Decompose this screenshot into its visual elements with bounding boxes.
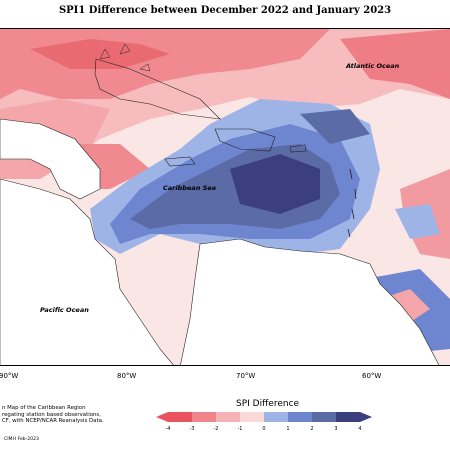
- color-legend: -4 -3 -2 -1 0 1 2 3 4: [154, 410, 394, 440]
- legend-colorbar: -4 -3 -2 -1 0 1 2 3 4: [156, 412, 372, 432]
- legend-arrow-left: [156, 412, 168, 422]
- lon-label-70w: 70°W: [236, 372, 256, 380]
- footnote-line-3: CF, with NCEP/NCAR Reanalysis Data.: [2, 418, 104, 424]
- legend-tick-label: 2: [310, 426, 313, 432]
- legend-tick-label: -2: [214, 426, 219, 432]
- wet-patch-east: [395, 204, 440, 239]
- legend-tick-label: 4: [358, 426, 361, 432]
- dry-core-2: [340, 29, 450, 99]
- spi-map-svg: [0, 29, 450, 365]
- legend-arrow-right: [360, 412, 372, 422]
- map-footnote: n Map of the Caribbean Region regating s…: [2, 405, 104, 425]
- caribbean-sea-label: Caribbean Sea: [163, 184, 217, 192]
- legend-tick-label: 0: [262, 426, 265, 432]
- atlantic-ocean-label: Atlantic Ocean: [346, 62, 400, 70]
- jamaica-outline: [164, 156, 196, 167]
- central-america-land: [0, 178, 174, 365]
- legend-title: SPI Difference: [236, 399, 300, 409]
- lon-label-90w: 90°W: [0, 372, 19, 380]
- hispaniola-outline: [214, 128, 276, 152]
- legend-swatch: [336, 412, 360, 422]
- south-america-land: [180, 238, 440, 365]
- lon-label-80w: 80°W: [117, 372, 137, 380]
- legend-tick-label: 1: [286, 426, 289, 432]
- legend-swatch: [240, 412, 264, 422]
- bahamas-outline: [99, 43, 151, 72]
- legend-tick-label: -4: [166, 426, 171, 432]
- legend-swatch: [264, 412, 288, 422]
- credit-text: CIMH Feb-2023: [4, 437, 39, 442]
- legend-swatch: [192, 412, 216, 422]
- legend-swatch: [288, 412, 312, 422]
- lon-label-60w: 60°W: [362, 372, 382, 380]
- legend-swatch: [216, 412, 240, 422]
- wet-core: [230, 154, 320, 214]
- cuba-outline: [94, 58, 221, 120]
- legend-swatch: [312, 412, 336, 422]
- map-panel[interactable]: [0, 28, 450, 366]
- dry-core-1: [30, 39, 170, 69]
- map-title: SPI1 Difference between December 2022 an…: [58, 5, 392, 16]
- footnote-line-2: regating station based observations,: [2, 411, 101, 418]
- pacific-ocean-label: Pacific Ocean: [40, 306, 89, 314]
- legend-tick-label: 3: [334, 426, 337, 432]
- legend-tick-label: -3: [190, 426, 195, 432]
- puerto-rico-outline: [289, 144, 307, 153]
- legend-tick-label: -1: [238, 426, 243, 432]
- legend-swatch: [168, 412, 192, 422]
- wet-zone-pr: [300, 109, 370, 144]
- yucatan-land: [0, 118, 101, 200]
- lesser-antilles-outline: [347, 168, 357, 238]
- footnote-line-1: n Map of the Caribbean Region: [2, 405, 86, 411]
